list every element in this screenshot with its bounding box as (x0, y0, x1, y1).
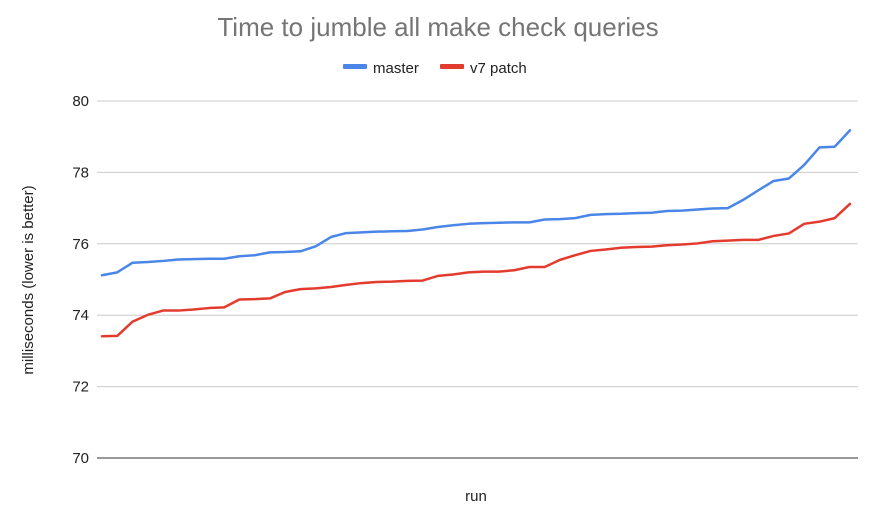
y-tick-label: 72 (72, 379, 89, 396)
x-axis-title: run (465, 488, 487, 505)
legend-swatch-master (343, 64, 367, 69)
y-tick-label: 70 (72, 450, 89, 467)
chart-title: Time to jumble all make check queries (217, 12, 658, 42)
legend-label-v7-patch: v7 patch (470, 60, 527, 77)
y-tick-label: 80 (72, 93, 89, 110)
y-axis-ticks: 70 72 74 76 78 80 (72, 93, 89, 467)
series-lines (100, 129, 852, 338)
series-line-master (100, 129, 852, 277)
y-tick-label: 74 (72, 307, 89, 324)
legend: master v7 patch (343, 60, 527, 77)
gridlines (97, 100, 858, 459)
legend-label-master: master (373, 60, 419, 77)
y-tick-label: 78 (72, 164, 89, 181)
legend-swatch-v7-patch (440, 64, 464, 69)
y-tick-label: 76 (72, 236, 89, 253)
y-axis-title: milliseconds (lower is better) (20, 185, 37, 374)
series-line-v7-patch (100, 202, 852, 338)
